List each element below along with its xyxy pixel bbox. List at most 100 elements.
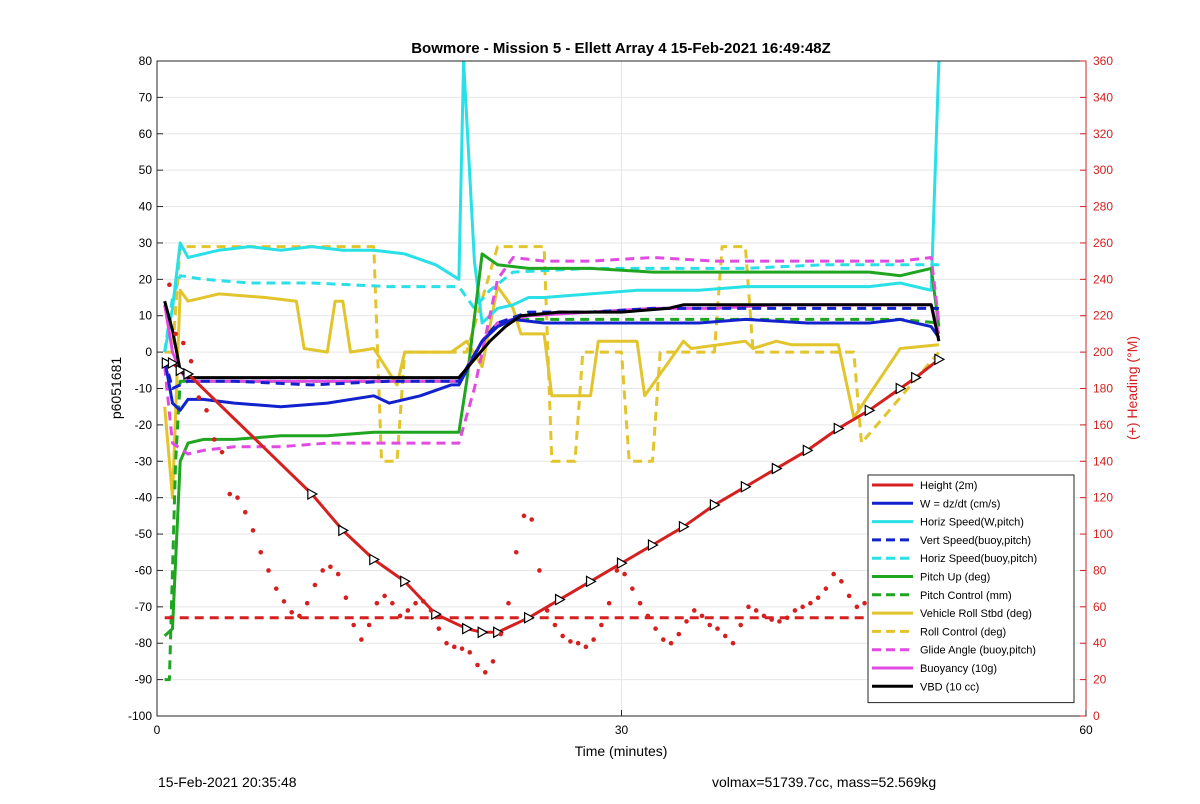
y-tick-label: -20 <box>135 418 153 432</box>
y-tick-label: -90 <box>135 673 153 687</box>
heading-point <box>862 600 867 606</box>
y2-tick-label: 60 <box>1093 600 1107 614</box>
heading-point <box>537 568 542 573</box>
legend-entry: Horiz Speed(W,pitch) <box>920 517 1024 529</box>
heading-point <box>599 622 604 628</box>
heading-point <box>591 637 596 642</box>
series-line-vbd-10-cc <box>163 300 941 380</box>
heading-point <box>544 608 550 613</box>
heading-point <box>676 631 682 637</box>
legend-entry: Pitch Up (deg) <box>920 572 990 584</box>
heading-point <box>312 582 318 588</box>
heading-point <box>405 608 411 613</box>
y-axis-label: p6051681 <box>108 357 124 420</box>
y2-tick-label: 0 <box>1093 709 1100 723</box>
series-line-pitch-up-deg <box>163 252 941 638</box>
heading-point <box>266 568 271 573</box>
heading-point <box>366 622 372 628</box>
heading-point <box>335 571 341 577</box>
height-marker <box>740 480 752 493</box>
heading-point <box>351 622 356 628</box>
y2-tick-label: 80 <box>1093 563 1107 577</box>
heading-point <box>854 604 860 610</box>
heading-point <box>769 617 774 622</box>
heading-point <box>297 613 302 619</box>
heading-point <box>173 331 178 337</box>
heading-point <box>475 662 480 668</box>
heading-point <box>645 613 651 619</box>
y-tick-label: -40 <box>135 491 153 505</box>
heading-point <box>397 613 403 619</box>
heading-point <box>242 509 248 515</box>
y2-tick-label: 40 <box>1093 636 1107 650</box>
y-tick-label: -10 <box>135 382 153 396</box>
y-tick-label: 60 <box>139 127 153 141</box>
y2-tick-label: 320 <box>1093 127 1113 141</box>
y-tick-label: -70 <box>135 600 153 614</box>
height-marker <box>167 357 179 370</box>
heading-point <box>722 633 728 639</box>
height-marker <box>911 371 922 384</box>
heading-point <box>521 513 527 519</box>
x-axis-label: Time (minutes) <box>575 743 668 759</box>
heading-point <box>560 633 565 639</box>
heading-point <box>428 608 434 613</box>
heading-point <box>730 640 736 646</box>
y2-tick-label: 260 <box>1093 236 1113 250</box>
height-marker <box>895 382 907 395</box>
heading-point <box>513 549 519 555</box>
y-tick-label: 0 <box>145 345 152 359</box>
height-marker <box>493 626 504 639</box>
heading-point <box>808 600 813 606</box>
heading-point <box>219 449 225 455</box>
heading-point <box>211 437 217 442</box>
y-tick-label: -60 <box>135 563 153 577</box>
series-line-horiz-speed-w-pitch <box>163 61 941 353</box>
heading-point <box>250 528 256 533</box>
heading-point <box>382 593 387 599</box>
y2-tick-label: 340 <box>1093 90 1113 104</box>
heading-point <box>668 640 674 646</box>
heading-point <box>684 619 689 624</box>
y-tick-label: -80 <box>135 636 153 650</box>
heading-point <box>529 517 534 522</box>
legend-entry: Height (2m) <box>920 480 977 492</box>
heading-point <box>359 637 364 642</box>
legend-entry: Pitch Control (mm) <box>920 590 1012 602</box>
height-marker <box>554 593 566 606</box>
legend-entry: Buoyancy (10g) <box>920 663 997 675</box>
y-tick-label: 70 <box>139 90 153 104</box>
height-marker <box>175 364 187 377</box>
heading-point <box>753 608 759 613</box>
heading-point <box>490 659 496 664</box>
height-marker <box>307 488 319 501</box>
height-marker <box>477 626 489 639</box>
heading-point <box>622 571 627 577</box>
height-marker <box>400 575 411 588</box>
heading-point <box>181 340 186 346</box>
heading-point <box>583 644 589 650</box>
heading-point <box>777 619 782 624</box>
heading-point <box>784 615 790 621</box>
heading-point <box>451 644 457 650</box>
y-tick-label: 30 <box>139 236 153 250</box>
heading-point <box>815 595 821 601</box>
x-tick-label: 0 <box>154 723 161 737</box>
y2-tick-label: 20 <box>1093 673 1107 687</box>
y-tick-label: 50 <box>139 163 153 177</box>
height-marker <box>161 357 173 370</box>
x-tick-label: 30 <box>615 723 629 737</box>
series-line-horiz-speed-buoy-pitch <box>163 263 939 353</box>
heading-point <box>467 650 473 655</box>
y2-tick-label: 280 <box>1093 200 1113 214</box>
heading-point <box>390 600 395 606</box>
height-marker <box>802 444 814 457</box>
heading-point <box>204 408 209 413</box>
heading-point <box>281 599 287 604</box>
y2-tick-label: 300 <box>1093 163 1113 177</box>
height-marker <box>616 557 628 570</box>
heading-point <box>568 639 573 644</box>
height-marker <box>183 367 195 380</box>
heading-point <box>699 613 705 619</box>
heading-point <box>304 600 310 606</box>
